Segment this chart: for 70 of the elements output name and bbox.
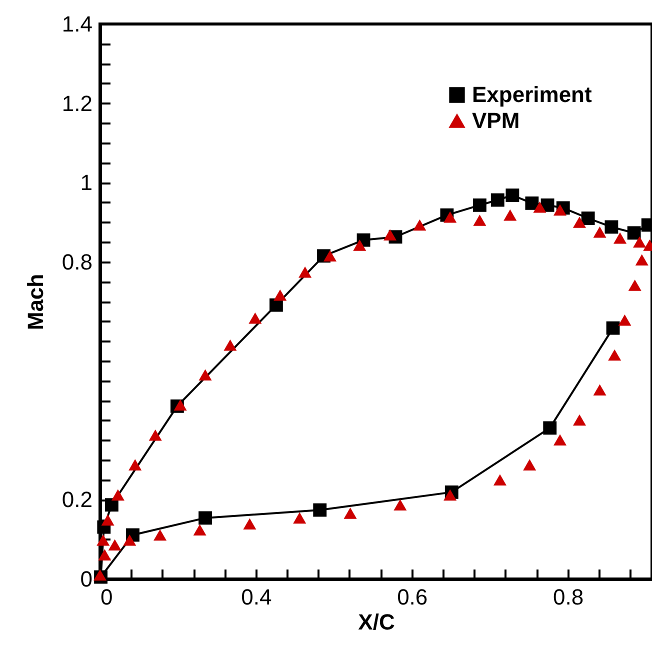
point: [96, 534, 110, 546]
point: [604, 220, 618, 234]
point: [593, 226, 606, 238]
point: [154, 529, 167, 541]
x-tick-label: 0: [100, 584, 113, 610]
point: [553, 434, 567, 446]
point: [593, 384, 606, 396]
point: [353, 240, 366, 251]
point: [633, 236, 646, 248]
point: [635, 254, 648, 266]
point: [618, 314, 632, 326]
y-tick-label: 1.4: [62, 12, 92, 36]
y-axis-title: Mach: [22, 274, 48, 330]
point: [313, 503, 327, 517]
point: [506, 188, 520, 202]
point: [148, 429, 162, 441]
legend-label: Experiment: [472, 82, 592, 107]
point: [101, 514, 114, 526]
point: [298, 266, 312, 278]
point: [293, 512, 306, 524]
legend-label: VPM: [472, 108, 520, 133]
point: [543, 421, 557, 435]
y-tick-label: 0.8: [62, 249, 92, 274]
point: [490, 193, 504, 207]
point: [525, 196, 539, 210]
point: [493, 474, 506, 486]
point: [413, 219, 426, 231]
point: [198, 511, 212, 525]
point: [572, 216, 586, 228]
point: [93, 569, 107, 581]
y-tick-label: 1.2: [62, 90, 92, 116]
point: [104, 498, 118, 512]
point: [274, 290, 287, 301]
point: [248, 312, 262, 324]
point: [533, 202, 546, 213]
point: [123, 534, 136, 546]
x-tick-label: 0.6: [397, 584, 428, 610]
point: [628, 280, 642, 291]
point: [523, 459, 536, 470]
point: [323, 250, 337, 262]
point: [572, 414, 586, 426]
point: [614, 232, 627, 244]
y-tick-label: 1: [80, 170, 92, 196]
point: [98, 549, 112, 560]
x-axis-title: X/C: [358, 610, 395, 634]
point: [344, 508, 357, 519]
point: [193, 524, 206, 536]
point: [608, 349, 622, 361]
point: [198, 369, 212, 380]
y-tick-label: 0: [80, 566, 92, 592]
point: [224, 339, 237, 351]
point: [473, 214, 486, 226]
point: [444, 211, 457, 223]
point: [111, 489, 124, 501]
point: [472, 198, 486, 212]
point: [243, 518, 256, 530]
point: [174, 399, 187, 411]
x-tick-label: 0.8: [553, 584, 584, 610]
point: [394, 499, 407, 511]
point: [504, 209, 517, 221]
point: [581, 212, 595, 225]
y-tick-label: 0.2: [62, 487, 92, 512]
point: [384, 229, 397, 241]
point: [553, 204, 567, 216]
point: [627, 226, 641, 240]
point: [108, 539, 122, 551]
x-tick-label: 0.4: [241, 584, 272, 610]
point: [128, 459, 142, 470]
point: [606, 321, 620, 335]
point: [444, 489, 457, 501]
